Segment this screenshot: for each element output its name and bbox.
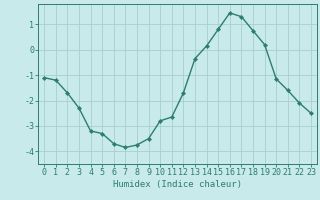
X-axis label: Humidex (Indice chaleur): Humidex (Indice chaleur) [113,180,242,189]
